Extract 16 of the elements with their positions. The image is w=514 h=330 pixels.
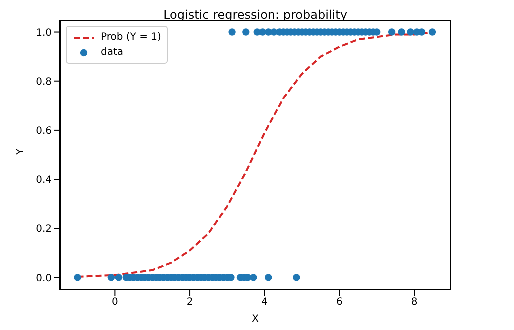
x-tick-label: 6 (336, 297, 343, 308)
x-tick-label: 8 (411, 297, 418, 308)
y-tick-label: 0.8 (36, 76, 52, 88)
x-axis-title: X (252, 314, 260, 325)
y-tick-label: 0.4 (36, 175, 52, 186)
chart-title: Logistic regression: probability (162, 8, 348, 22)
y-tick-label: 0.0 (36, 273, 52, 284)
x-tick-label: 0 (112, 297, 118, 308)
y-tick-label: 0.6 (36, 126, 52, 138)
legend-label: Prob (Y = 1) (101, 31, 162, 45)
y-tick-label: 0.2 (36, 224, 52, 236)
y-tick-label: 1.0 (36, 28, 52, 39)
legend-label: data (101, 46, 124, 60)
y-axis-title: Y (16, 148, 27, 156)
x-tick-label: 4 (262, 297, 268, 308)
x-tick-label: 2 (186, 297, 194, 308)
